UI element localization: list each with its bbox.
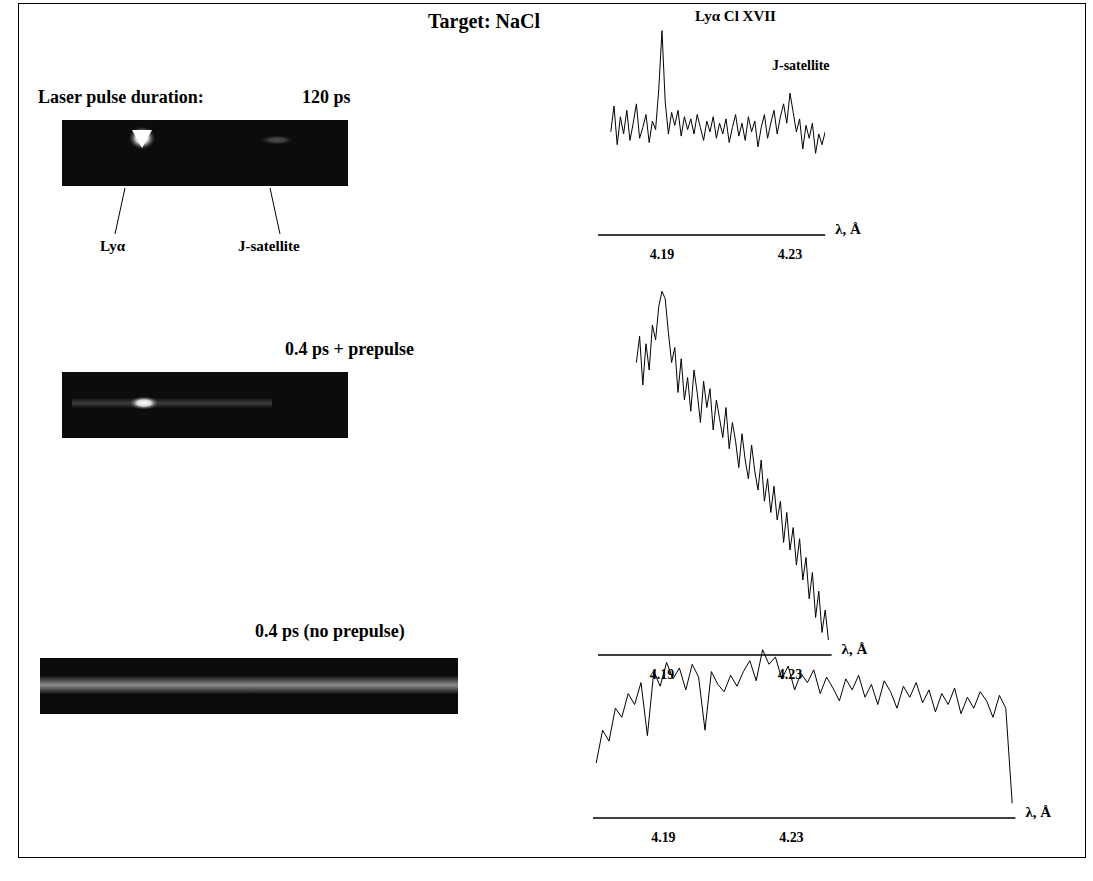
html-text:Lyα: Lyα: [100, 238, 126, 254]
html-text:λ, Å: λ, Å: [1025, 804, 1052, 820]
html-text:λ, Å: λ, Å: [835, 221, 861, 237]
svg-text:4.19: 4.19: [651, 830, 675, 845]
html-text:J-satellite: J-satellite: [238, 238, 300, 254]
svg-text:4.19: 4.19: [650, 247, 674, 262]
html-text:Laser pulse duration:: Laser pulse duration:: [38, 87, 204, 107]
html-text:Lyα Cl XVII: Lyα Cl XVII: [695, 8, 776, 24]
svg-text:4.19: 4.19: [649, 666, 675, 682]
html-text:0.4 ps (no prepulse): 0.4 ps (no prepulse): [255, 621, 405, 641]
svg-text:4.23: 4.23: [777, 666, 803, 682]
html-text:J-satellite: J-satellite: [772, 58, 830, 73]
svg-text:4.23: 4.23: [778, 247, 802, 262]
html-text:Target: NaCl: Target: NaCl: [428, 10, 540, 32]
html-text:0.4 ps + prepulse: 0.4 ps + prepulse: [285, 339, 414, 359]
html-text:120 ps: 120 ps: [302, 87, 351, 107]
html-text:λ, Å: λ, Å: [841, 641, 868, 657]
svg-text:4.23: 4.23: [779, 830, 803, 845]
